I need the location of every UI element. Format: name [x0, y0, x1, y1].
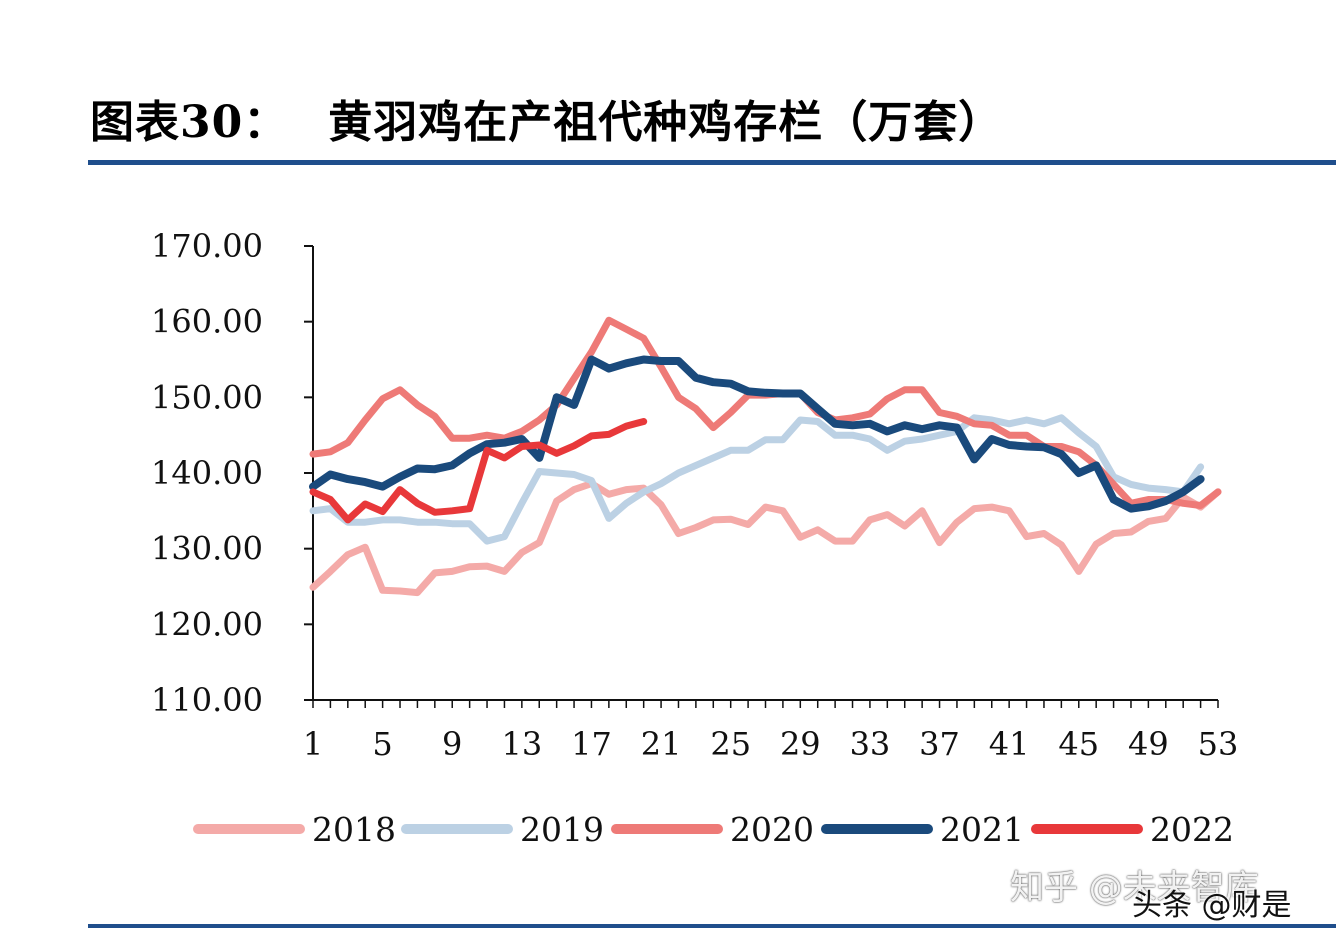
y-tick-label: 120.00 [151, 605, 263, 643]
x-tick-label: 25 [710, 725, 751, 763]
legend-label-2022: 2022 [1150, 810, 1234, 849]
x-tick-label: 49 [1128, 725, 1169, 763]
x-tick-label: 17 [571, 725, 612, 763]
y-tick-label: 140.00 [151, 454, 263, 492]
chart-legend: 2018 2019 2020 2021 2022 [193, 810, 1234, 849]
series-line-2022 [309, 418, 648, 524]
series-line-2021 [309, 355, 1205, 513]
x-tick-label: 53 [1198, 725, 1239, 763]
x-tick-label: 1 [303, 725, 323, 763]
y-tick-label: 170.00 [151, 227, 263, 265]
x-tick-label: 9 [442, 725, 462, 763]
figure-title-text: 黄羽鸡在产祖代种鸡存栏（万套） [328, 97, 1004, 148]
x-tick-label: 45 [1058, 725, 1099, 763]
x-tick-label: 33 [850, 725, 891, 763]
y-axis-tick-labels: 110.00 120.00 130.00 140.00 150.00 160.00 170.… [151, 227, 263, 719]
legend-label-2021: 2021 [940, 810, 1024, 849]
watermark-zhihu: 知乎 @未来智库 [1010, 868, 1259, 908]
top-rule [88, 160, 1336, 165]
bottom-rule [88, 924, 1336, 928]
y-tick-label: 110.00 [151, 681, 263, 719]
series-line-2020 [309, 316, 1222, 509]
legend-label-2019: 2019 [520, 810, 604, 849]
x-tick-label: 29 [780, 725, 821, 763]
legend-label-2020: 2020 [730, 810, 814, 849]
watermark-toutiao: 头条 @财是 [1132, 888, 1292, 923]
figure-label: 图表30： [90, 97, 289, 148]
series-lines [309, 316, 1222, 597]
figure-title: 图表30： 黄羽鸡在产祖代种鸡存栏（万套） [90, 86, 1003, 150]
x-tick-label: 13 [501, 725, 542, 763]
y-tick-label: 150.00 [151, 378, 263, 416]
x-tick-label: 5 [372, 725, 392, 763]
x-tick-label: 21 [641, 725, 682, 763]
chart-axes [304, 245, 1219, 708]
x-axis-tick-labels: 1 5 9 13 17 21 25 29 33 37 41 45 49 53 [303, 725, 1239, 763]
series-line-2019 [309, 414, 1205, 545]
y-tick-label: 160.00 [151, 303, 263, 341]
series-line-2018 [309, 480, 1222, 597]
x-tick-label: 41 [989, 725, 1030, 763]
legend-label-2018: 2018 [312, 810, 396, 849]
y-tick-label: 130.00 [151, 530, 263, 568]
x-tick-label: 37 [919, 725, 960, 763]
